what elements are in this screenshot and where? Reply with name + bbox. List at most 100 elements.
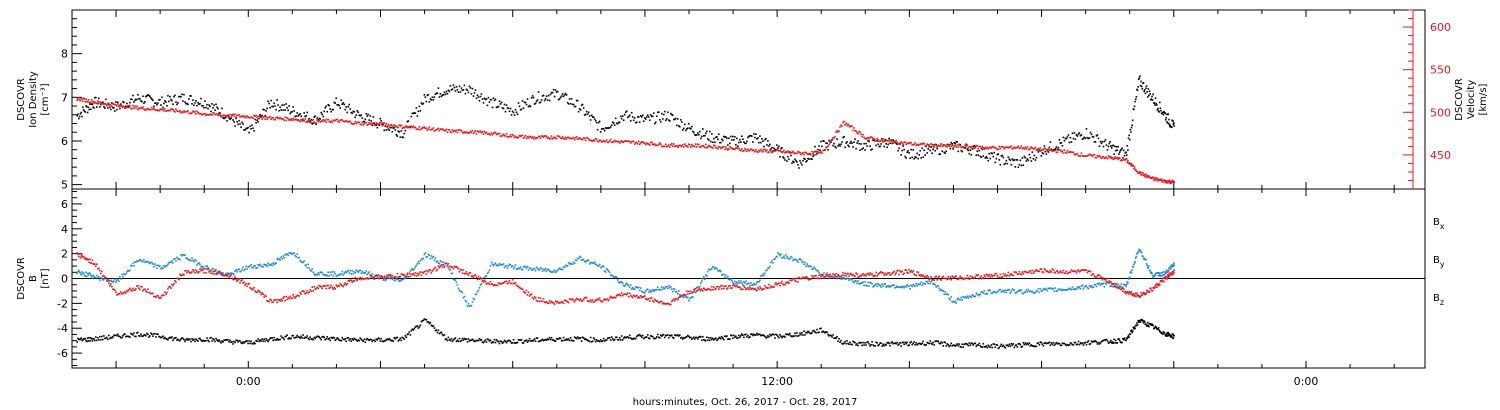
by-series-point (940, 288, 943, 291)
density-series-point (85, 105, 87, 107)
bz-series-point (101, 270, 103, 273)
density-series-point (496, 106, 499, 108)
velocity-series-point (256, 116, 258, 118)
density-series-point (714, 141, 716, 144)
by-series-point (667, 284, 670, 287)
by-series-point (1041, 289, 1044, 292)
velocity-series-point (124, 107, 126, 109)
velocity-series-point (79, 99, 82, 102)
velocity-series-point (135, 107, 137, 109)
velocity-series-point (181, 111, 183, 113)
bx-series-point (954, 345, 957, 347)
bx-series-point (1042, 344, 1045, 347)
bx-series-point (158, 335, 160, 338)
velocity-series-point (511, 133, 514, 136)
by-series-point (580, 259, 583, 261)
density-series-point (376, 126, 379, 129)
velocity-series-point (177, 110, 179, 113)
bx-series-point (550, 336, 553, 339)
by-series-point (723, 273, 725, 276)
velocity-series-point (315, 122, 317, 124)
bx-series-point (441, 333, 444, 336)
by-series-point (438, 262, 441, 265)
bz-series-point (174, 279, 176, 282)
density-series-point (1147, 88, 1150, 90)
by-series-point (1030, 290, 1033, 293)
velocity-series-point (382, 122, 385, 124)
velocity-series-point (1110, 155, 1112, 158)
by-series-point (329, 271, 332, 274)
density-series-point (695, 134, 697, 137)
density-series-point (1133, 105, 1136, 108)
velocity-series-point (763, 148, 765, 151)
by-series-point (1127, 281, 1129, 284)
density-series-point (434, 93, 437, 95)
velocity-series-point (263, 115, 265, 118)
velocity-series-point (561, 135, 564, 138)
density-series-point (499, 103, 502, 105)
by-series-point (365, 270, 368, 272)
velocity-series-point (1133, 167, 1135, 170)
bz-series-point (256, 291, 258, 294)
velocity-series-point (699, 146, 701, 148)
by-series-point (1095, 285, 1098, 288)
density-series-point (712, 141, 714, 144)
bx-series-point (180, 338, 182, 340)
velocity-series-point (1170, 180, 1173, 183)
by-series-point (212, 267, 214, 270)
velocity-series-point (379, 121, 382, 124)
velocity-series-point (662, 145, 665, 148)
velocity-series-point (797, 150, 799, 153)
bx-series-point (672, 337, 675, 339)
density-series-point (769, 143, 771, 146)
velocity-series-point (858, 130, 860, 133)
velocity-series-point (835, 131, 837, 134)
bx-series-point (679, 337, 682, 339)
by-series-point (689, 297, 691, 300)
by-series-point (783, 255, 785, 257)
density-series-point (844, 146, 846, 149)
velocity-series-point (363, 122, 366, 125)
by-series-point (579, 256, 582, 259)
velocity-series-point (356, 121, 359, 124)
by-series-point (997, 290, 1000, 292)
bx-series-point (253, 341, 255, 344)
velocity-series-point (933, 146, 936, 149)
bx-series-point (1145, 323, 1147, 325)
velocity-series-point (741, 148, 743, 150)
velocity-series-point (610, 141, 613, 144)
bx-series-point (398, 339, 401, 341)
by-series-point (520, 268, 523, 270)
by-series-point (1081, 284, 1084, 287)
by-series-point (704, 278, 706, 280)
velocity-series-point (88, 101, 91, 104)
velocity-series-point (724, 148, 726, 151)
bz-series-point (171, 283, 173, 286)
bx-series-point (587, 340, 590, 342)
velocity-series-point (702, 144, 704, 147)
by-series-point (859, 283, 861, 285)
bx-series-point (419, 324, 422, 327)
bx-series-point (689, 336, 691, 339)
velocity-series-point (1031, 147, 1034, 150)
density-series-point (213, 104, 215, 107)
bx-series-point (535, 337, 538, 339)
by-series-point (382, 279, 385, 281)
bx-series-point (131, 333, 133, 336)
bz-series-point (118, 292, 120, 295)
by-series-point (861, 282, 863, 284)
density-series-point (246, 127, 248, 130)
by-series-point (1151, 272, 1153, 275)
bz-series (76, 252, 1175, 306)
by-series-point (662, 286, 665, 289)
velocity-series-point (199, 113, 201, 115)
velocity-series-point (727, 149, 729, 151)
velocity-series-point (418, 126, 421, 128)
by-series-point (871, 282, 873, 285)
density-series-point (1008, 158, 1011, 160)
bx-series-point (952, 344, 955, 347)
bx-series-point (854, 341, 856, 344)
bx-series-point (118, 335, 120, 337)
bx-series-point (579, 337, 582, 339)
density-series-point (860, 143, 862, 145)
